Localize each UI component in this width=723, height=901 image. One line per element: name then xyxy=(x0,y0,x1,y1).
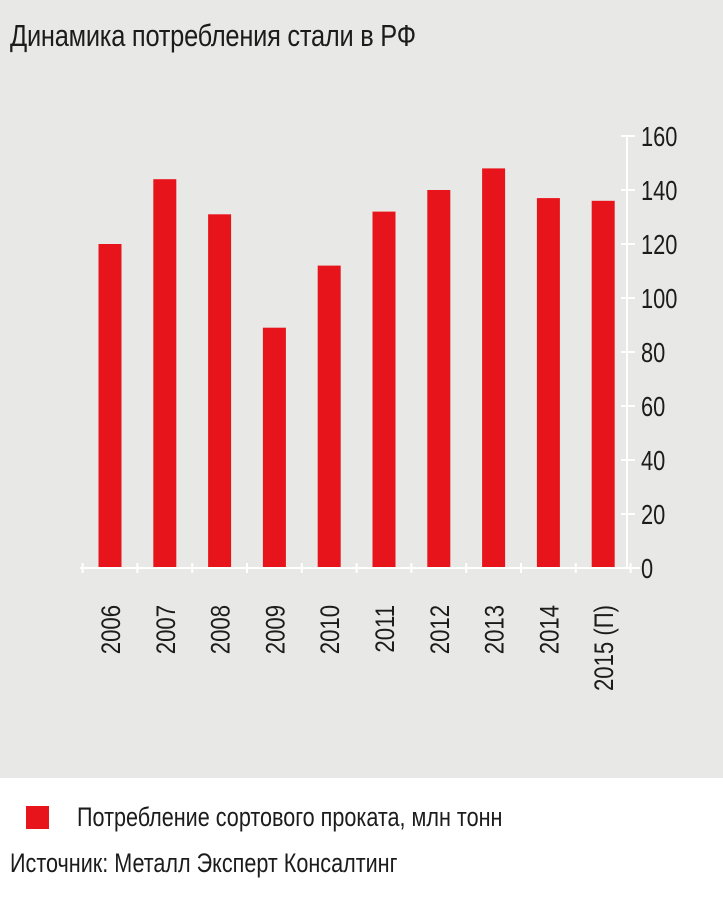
bar xyxy=(98,244,122,568)
legend-label: Потребление сортового проката, млн тонн xyxy=(77,802,503,832)
y-tick-label: 140 xyxy=(641,175,677,206)
bar xyxy=(591,200,615,569)
y-tick-label: 0 xyxy=(641,553,653,584)
y-tick-label: 60 xyxy=(641,391,665,422)
bar xyxy=(536,198,560,568)
chart-panel: Динамика потребления стали в РФ 0 20 40 60 8… xyxy=(0,0,723,778)
y-tick-label: 100 xyxy=(641,283,677,314)
x-tick-label: 2008 xyxy=(207,605,237,654)
y-tick-label: 20 xyxy=(641,499,665,530)
x-tick-label: 2015 (П) xyxy=(590,605,620,691)
y-tick-label: 40 xyxy=(641,445,665,476)
bar xyxy=(262,327,286,568)
chart-footer: Потребление сортового проката, млн тонн … xyxy=(0,778,723,901)
x-tick-label: 2010 xyxy=(316,605,346,654)
legend: Потребление сортового проката, млн тонн xyxy=(26,802,609,833)
bar xyxy=(372,211,396,568)
y-tick-label: 160 xyxy=(641,121,677,152)
x-tick-label: 2007 xyxy=(152,605,182,654)
x-tick-label: 2014 xyxy=(535,605,565,654)
chart-title: Динамика потребления стали в РФ xyxy=(10,18,416,53)
source-note: Источник: Металл Эксперт Консалтинг xyxy=(10,848,398,878)
y-tick-label: 80 xyxy=(641,337,665,368)
bar-chart: 0 20 40 60 80 100 120 140 160 2006 2007 2008 2009 201… xyxy=(80,121,677,691)
bar xyxy=(208,214,232,569)
x-tick-label: 2012 xyxy=(426,605,456,654)
x-tick-label: 2011 xyxy=(371,605,401,653)
x-tick-label: 2006 xyxy=(97,605,127,654)
bar xyxy=(482,168,506,568)
legend-swatch xyxy=(26,806,49,829)
y-tick-label: 120 xyxy=(641,229,677,260)
x-tick-label: 2009 xyxy=(261,605,291,654)
bar xyxy=(317,265,341,568)
bar xyxy=(153,179,177,568)
x-tick-label: 2013 xyxy=(481,605,511,654)
bar xyxy=(427,190,451,568)
